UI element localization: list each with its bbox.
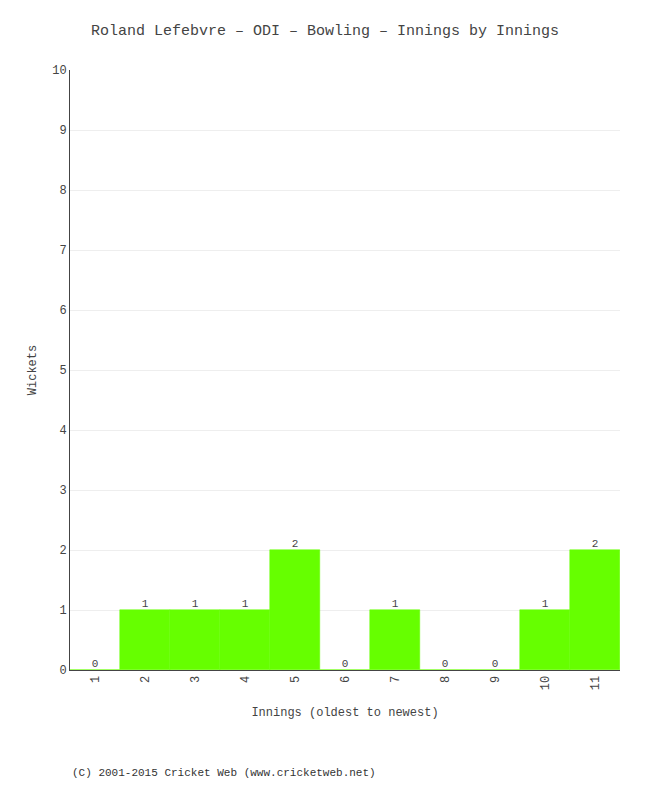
svg-text:2: 2	[292, 538, 299, 550]
svg-text:1: 1	[89, 676, 103, 683]
svg-text:1: 1	[242, 598, 249, 610]
svg-text:Wickets: Wickets	[26, 345, 40, 395]
svg-text:4: 4	[59, 424, 66, 438]
svg-text:11: 11	[589, 676, 603, 690]
svg-text:6: 6	[59, 304, 66, 318]
svg-text:9: 9	[59, 124, 66, 138]
svg-text:8: 8	[439, 676, 453, 683]
svg-text:6: 6	[339, 676, 353, 683]
svg-text:0: 0	[442, 658, 449, 670]
svg-text:7: 7	[389, 676, 403, 683]
svg-text:0: 0	[92, 658, 99, 670]
svg-text:5: 5	[59, 364, 66, 378]
svg-text:Innings (oldest to newest): Innings (oldest to newest)	[251, 706, 438, 720]
svg-text:0: 0	[59, 664, 66, 678]
svg-text:2: 2	[59, 544, 66, 558]
svg-text:1: 1	[142, 598, 149, 610]
svg-text:1: 1	[542, 598, 549, 610]
svg-text:2: 2	[592, 538, 599, 550]
svg-text:Roland Lefebvre – ODI – Bowlin: Roland Lefebvre – ODI – Bowling – Inning…	[91, 23, 559, 40]
svg-text:7: 7	[59, 244, 66, 258]
svg-text:2: 2	[139, 676, 153, 683]
svg-text:0: 0	[492, 658, 499, 670]
svg-text:0: 0	[342, 658, 349, 670]
svg-text:10: 10	[539, 676, 553, 690]
svg-text:3: 3	[189, 676, 203, 683]
svg-text:1: 1	[192, 598, 199, 610]
svg-text:4: 4	[239, 676, 253, 683]
svg-text:8: 8	[59, 184, 66, 198]
svg-text:9: 9	[489, 676, 503, 683]
svg-text:3: 3	[59, 484, 66, 498]
svg-text:10: 10	[52, 64, 66, 78]
svg-text:5: 5	[289, 676, 303, 683]
svg-text:1: 1	[392, 598, 399, 610]
svg-text:1: 1	[59, 604, 66, 618]
svg-text:(C) 2001-2015 Cricket Web (www: (C) 2001-2015 Cricket Web (www.cricketwe…	[72, 767, 376, 779]
